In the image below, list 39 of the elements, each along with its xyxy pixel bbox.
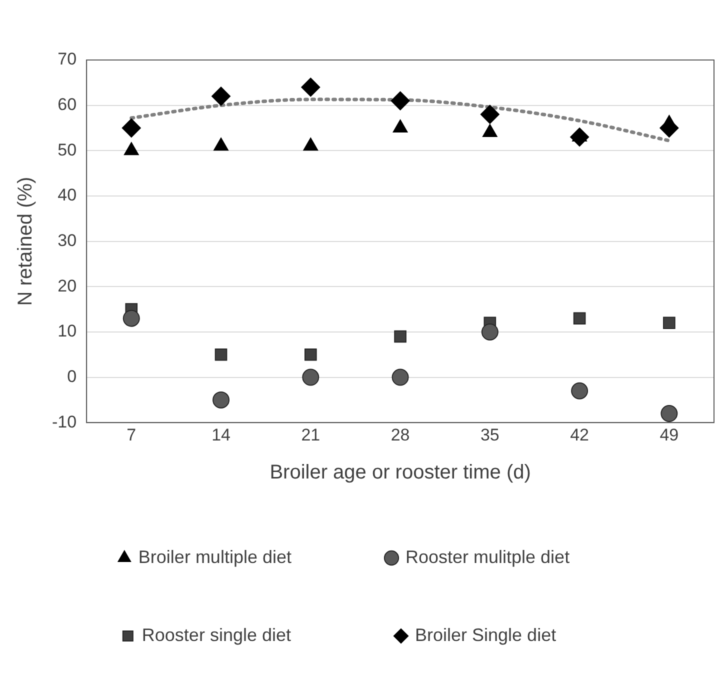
- point: [481, 323, 498, 340]
- point: [122, 310, 140, 327]
- point: [301, 78, 320, 97]
- x-tick-label: 49: [660, 425, 679, 444]
- legend-label: Broiler Single diet: [415, 624, 602, 645]
- x-tick-label: 21: [301, 425, 320, 444]
- y-tick-label: 0: [67, 366, 77, 386]
- point: [394, 330, 406, 343]
- y-tick-label: 40: [58, 186, 77, 205]
- point: [212, 391, 230, 408]
- x-tick-label: 28: [390, 425, 410, 444]
- legend-label: Broiler multiple diet: [138, 546, 327, 567]
- x-tick-label: 35: [480, 425, 500, 444]
- x-axis-title: Broiler age or rooster time (d): [270, 462, 531, 484]
- x-tick-label: 14: [212, 425, 230, 444]
- x-tick-label: 42: [570, 425, 590, 444]
- y-tick-label: 70: [58, 50, 77, 69]
- point: [573, 312, 586, 325]
- legend-label: Rooster mulitple diet: [405, 546, 605, 567]
- y-tick-label: 10: [58, 322, 77, 341]
- legend-label: Rooster single diet: [142, 624, 336, 645]
- point: [212, 86, 231, 106]
- x-tick-label: 7: [126, 425, 136, 444]
- point: [660, 405, 678, 422]
- point: [214, 348, 228, 361]
- point: [302, 368, 320, 386]
- point: [304, 348, 317, 361]
- point: [480, 104, 500, 124]
- y-axis-title: N retained (%): [14, 176, 37, 306]
- y-tick-label: 60: [58, 95, 77, 114]
- y-tick-label: 20: [58, 276, 77, 296]
- y-tick-label: 30: [58, 230, 77, 250]
- point: [571, 382, 588, 400]
- y-tick-label: 50: [58, 140, 77, 160]
- point: [390, 91, 410, 110]
- y-tick-label: -10: [52, 412, 77, 432]
- point: [122, 118, 141, 138]
- point: [392, 368, 409, 386]
- point: [663, 316, 676, 330]
